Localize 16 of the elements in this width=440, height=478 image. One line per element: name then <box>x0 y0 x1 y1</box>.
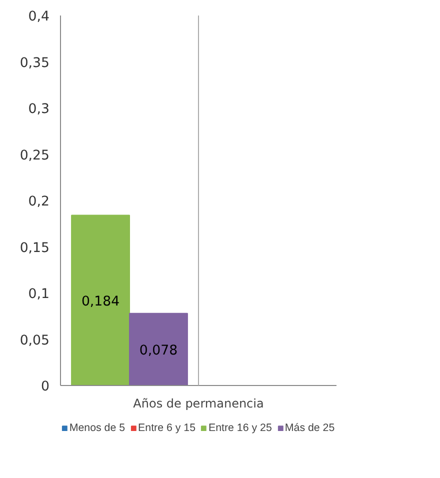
legend-label: Más de 25 <box>284 422 335 434</box>
y-tick-label: 0,05 <box>20 333 50 348</box>
x-axis-title: Años de permanencia <box>133 396 264 410</box>
legend-label: Menos de 5 <box>69 422 126 434</box>
data-label: 0,184 <box>81 294 120 310</box>
y-tick-label: 0,25 <box>20 148 50 164</box>
y-tick-label: 0,4 <box>28 10 50 24</box>
y-tick-label: 0,35 <box>20 56 50 71</box>
y-tick-label: 0,2 <box>28 194 50 210</box>
y-tick-label: 0,3 <box>28 102 50 117</box>
y-tick-label: 0,1 <box>28 287 50 302</box>
legend-label: Entre 6 y 15 <box>138 422 196 434</box>
legend-label: Entre 16 y 25 <box>208 422 272 434</box>
y-tick-label: 0,15 <box>20 240 50 256</box>
y-tick-label: 0 <box>41 380 50 394</box>
data-label: 0,078 <box>139 343 178 358</box>
